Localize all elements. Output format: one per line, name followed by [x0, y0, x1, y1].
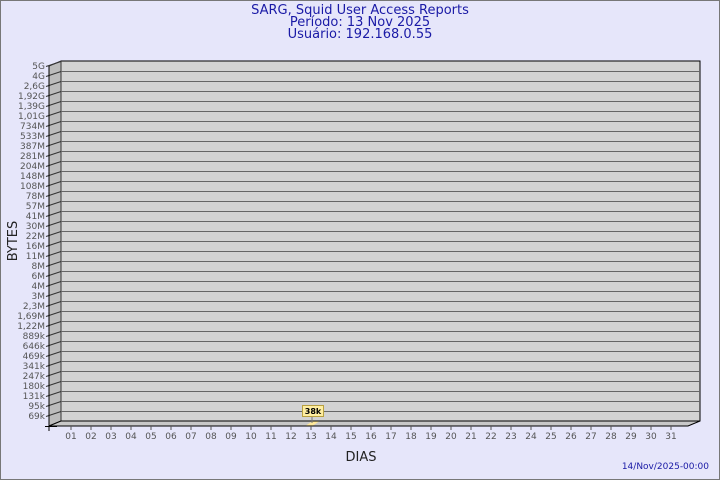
y-tick	[45, 61, 62, 67]
x-tick-label: 27	[585, 432, 596, 442]
plot-floor	[48, 420, 701, 427]
bar-data-label: 38k	[305, 407, 322, 416]
y-tick-label: 1,22M	[17, 322, 45, 332]
x-tick-label: 08	[205, 432, 217, 442]
chart-subtitle-user: Usuário: 192.168.0.55	[287, 27, 433, 42]
x-tick-label: 06	[165, 432, 177, 442]
x-tick-label: 11	[265, 432, 276, 442]
y-tick-label: 247k	[23, 372, 46, 382]
y-tick-label: 180k	[23, 382, 46, 392]
x-axis-label: DIAS	[346, 450, 377, 465]
y-tick-label: 22M	[26, 232, 45, 242]
x-tick-label: 07	[185, 432, 196, 442]
y-tick-label: 108M	[20, 182, 45, 192]
x-tick-label: 23	[505, 432, 516, 442]
x-tick-label: 17	[385, 432, 396, 442]
y-tick-label: 646k	[23, 342, 46, 352]
x-tick-label: 20	[445, 432, 457, 442]
x-tick-label: 01	[65, 432, 76, 442]
y-tick-label: 1,01G	[18, 112, 45, 122]
y-tick-label: 16M	[26, 242, 45, 252]
x-tick-label: 18	[405, 432, 417, 442]
x-tick-label: 19	[425, 432, 437, 442]
bar-label-box	[302, 405, 324, 417]
y-tick-label: 2,3M	[23, 302, 45, 312]
x-tick-label: 16	[365, 432, 377, 442]
y-tick-label: 1,39G	[18, 102, 45, 112]
x-tick-label: 29	[625, 432, 637, 442]
y-tick-label: 2,6G	[24, 82, 45, 92]
y-tick-label: 1,69M	[17, 312, 45, 322]
y-tick-label: 889k	[23, 332, 46, 342]
y-tick-label: 3M	[32, 292, 46, 302]
y-tick-label: 4G	[32, 72, 45, 82]
y-tick-label: 1,92G	[18, 92, 45, 102]
y-tick-label: 6M	[32, 272, 46, 282]
x-tick-label: 28	[605, 432, 617, 442]
y-tick-label: 30M	[26, 222, 45, 232]
y-tick-label: 533M	[20, 132, 45, 142]
chart-subtitle-period: Período: 13 Nov 2025	[289, 15, 431, 30]
y-tick-label: 95k	[28, 402, 45, 412]
y-tick-label: 341k	[23, 362, 46, 372]
y-tick-label: 734M	[20, 122, 45, 132]
x-tick-label: 05	[145, 432, 156, 442]
y-tick-label: 4M	[32, 282, 46, 292]
x-tick-label: 10	[245, 432, 257, 442]
timestamp: 14/Nov/2025-00:00	[621, 462, 709, 472]
y-tick-label: 469k	[23, 352, 46, 362]
x-tick-label: 14	[325, 432, 337, 442]
x-tick-label: 24	[525, 432, 537, 442]
y-tick-label: 78M	[26, 192, 45, 202]
y-tick-label: 8M	[32, 262, 46, 272]
x-tick-label: 30	[645, 432, 657, 442]
x-tick-label: 02	[85, 432, 96, 442]
chart-title: SARG, Squid User Access Reports	[251, 3, 469, 18]
y-tick-label: 5G	[32, 62, 45, 72]
x-tick-label: 26	[565, 432, 577, 442]
y-tick-label: 387M	[20, 142, 45, 152]
y-tick-label: 57M	[26, 202, 45, 212]
x-tick-label: 04	[125, 432, 137, 442]
x-tick-label: 25	[545, 432, 556, 442]
x-tick-label: 21	[465, 432, 476, 442]
x-tick-label: 03	[105, 432, 116, 442]
x-tick-label: 31	[665, 432, 676, 442]
y-tick-label: 148M	[20, 172, 45, 182]
y-tick-label: 131k	[23, 392, 46, 402]
x-tick-label: 09	[225, 432, 237, 442]
y-tick-label: 204M	[20, 162, 45, 172]
x-tick-label: 12	[285, 432, 296, 442]
x-tick-label: 15	[345, 432, 356, 442]
bar-day-13	[306, 421, 319, 426]
y-tick-label: 69k	[28, 412, 45, 422]
y-tick-label: 41M	[26, 212, 45, 222]
y-tick-label: 11M	[26, 252, 45, 262]
x-tick-label: 22	[485, 432, 496, 442]
y-tick-label: 281M	[20, 152, 45, 162]
y-axis-label: BYTES	[6, 221, 21, 262]
x-tick-label: 13	[305, 432, 316, 442]
